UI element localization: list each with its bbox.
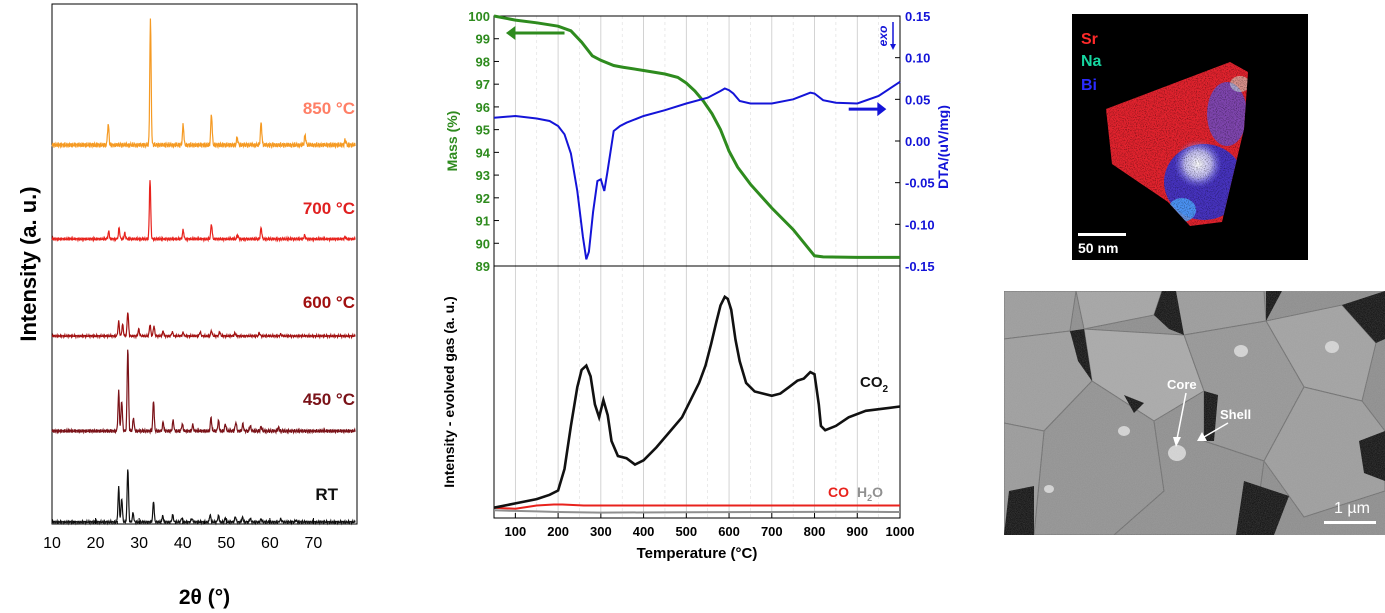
sem-scale-label: 1 µm (1334, 500, 1370, 517)
temp-x-tick-label-0: 100 (505, 524, 527, 539)
dta-y-tick-label-3: 0.00 (905, 134, 930, 149)
mass-axis-arrowhead (505, 26, 516, 41)
xrd-x-tick-label-4: 50 (217, 535, 235, 552)
mass-curve (493, 14, 900, 259)
dta-y-tick-label-5: -0.10 (905, 217, 935, 232)
gas-y-axis-title: Intensity - evolved gas (a. u.) (441, 296, 457, 487)
mass-y-tick-label-10: 99 (476, 32, 490, 47)
edx-elemental-map: Sr Na Bi 50 nm (1072, 14, 1308, 260)
xrd-pattern-3 (51, 349, 356, 435)
xrd-x-tick-label-0: 10 (43, 535, 61, 552)
xrd-x-tick-label-1: 20 (87, 535, 105, 552)
xrd-pattern-4 (51, 469, 356, 526)
mass-y-tick-label-2: 91 (476, 214, 490, 229)
sem-scale-bar (1324, 521, 1376, 524)
thermo-plot-frame (493, 15, 901, 519)
gas-curve-co (493, 503, 900, 510)
mass-y-tick-label-1: 90 (476, 236, 490, 251)
dta-y-axis-title: DTA/(uV/mg) (935, 105, 950, 189)
temp-x-tick-label-8: 900 (846, 524, 868, 539)
mass-y-tick-label-0: 89 (476, 259, 490, 274)
temp-x-tick-label-6: 700 (761, 524, 783, 539)
scale-bar-line (1078, 233, 1126, 236)
mass-y-tick-label-7: 96 (476, 100, 490, 115)
sem-micrograph: Core Shell 1 µm (1004, 291, 1385, 535)
mass-y-tick-label-4: 93 (476, 168, 490, 183)
temp-x-tick-label-4: 500 (675, 524, 697, 539)
xrd-y-axis-title: Intensity (a. u.) (16, 186, 41, 341)
core-label: Core (1167, 377, 1197, 392)
co2-label: CO2 (860, 374, 889, 395)
temp-x-axis-title: Temperature (°C) (637, 545, 758, 562)
temp-x-tick-label-1: 200 (547, 524, 569, 539)
temp-x-tick-label-5: 600 (718, 524, 740, 539)
legend-na: Na (1081, 53, 1102, 70)
dta-curve (493, 80, 901, 260)
exo-label: exo (876, 26, 890, 47)
gas-curve-h2o (493, 509, 901, 514)
xrd-chart: 850 °C 700 °C 600 °C 450 °C RT 10 20 30 40 50 60 70… (16, 3, 358, 609)
temp-x-tick-label-3: 400 (633, 524, 655, 539)
legend-sr: Sr (1081, 31, 1098, 48)
thermal-analysis-chart: 89 90 91 92 93 94 95 96 97 98 99 100 0.15 0.10 0.05 0.0… (441, 9, 950, 562)
xrd-plot-frame (51, 3, 358, 525)
xrd-pattern-0 (51, 18, 356, 150)
h2o-label: H2O (857, 484, 883, 503)
scale-bar-label: 50 nm (1078, 240, 1118, 256)
mass-y-tick-label-9: 98 (476, 54, 490, 69)
temp-x-tick-label-9: 1000 (886, 524, 915, 539)
dta-axis-arrowhead (877, 102, 887, 117)
dta-y-tick-label-4: -0.05 (905, 176, 935, 191)
xrd-pattern-label-4: RT (315, 485, 338, 504)
xrd-pattern-2 (51, 312, 356, 340)
dta-y-tick-label-0: 0.15 (905, 9, 930, 24)
mass-y-tick-label-5: 94 (476, 145, 491, 160)
xrd-pattern-label-3: 450 °C (303, 390, 355, 409)
xrd-pattern-label-0: 850 °C (303, 99, 355, 118)
core-arrow (1176, 392, 1187, 440)
temp-x-tick-label-7: 800 (804, 524, 826, 539)
xrd-x-tick-label-5: 60 (261, 535, 279, 552)
xrd-pattern-label-2: 600 °C (303, 293, 355, 312)
legend-bi: Bi (1081, 77, 1097, 94)
temp-x-tick-label-2: 300 (590, 524, 612, 539)
mass-y-tick-label-6: 95 (476, 123, 490, 138)
dta-y-tick-label-2: 0.05 (905, 92, 930, 107)
dta-y-tick-label-6: -0.15 (905, 259, 935, 274)
xrd-x-tick-label-3: 40 (174, 535, 192, 552)
core-arrowhead (1173, 437, 1181, 447)
xrd-x-tick-label-6: 70 (305, 535, 323, 552)
edx-legend: Sr Na Bi (1081, 31, 1102, 94)
shell-arrowhead (1197, 432, 1207, 441)
xrd-pattern-1 (51, 180, 356, 243)
shell-arrow (1203, 422, 1229, 438)
shell-label: Shell (1220, 407, 1251, 422)
xrd-pattern-label-1: 700 °C (303, 199, 355, 218)
xrd-x-axis-title: 2θ (°) (179, 586, 230, 609)
dta-y-tick-label-1: 0.10 (905, 51, 930, 66)
mass-y-tick-label-3: 92 (476, 191, 490, 206)
mass-y-tick-label-8: 97 (476, 77, 490, 92)
gas-curve-co2 (493, 294, 901, 509)
mass-y-axis-title: Mass (%) (444, 111, 460, 172)
exo-arrowhead (890, 44, 896, 50)
mass-y-tick-label-11: 100 (468, 9, 490, 24)
co-label: CO (828, 484, 849, 500)
xrd-x-tick-label-2: 30 (130, 535, 148, 552)
